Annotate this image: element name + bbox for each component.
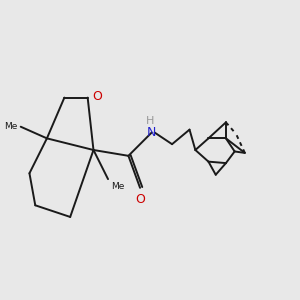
Text: O: O	[136, 193, 146, 206]
Text: H: H	[146, 116, 154, 126]
Text: N: N	[147, 126, 156, 139]
Text: O: O	[92, 90, 102, 103]
Text: Me: Me	[111, 182, 124, 191]
Text: Me: Me	[4, 122, 18, 130]
